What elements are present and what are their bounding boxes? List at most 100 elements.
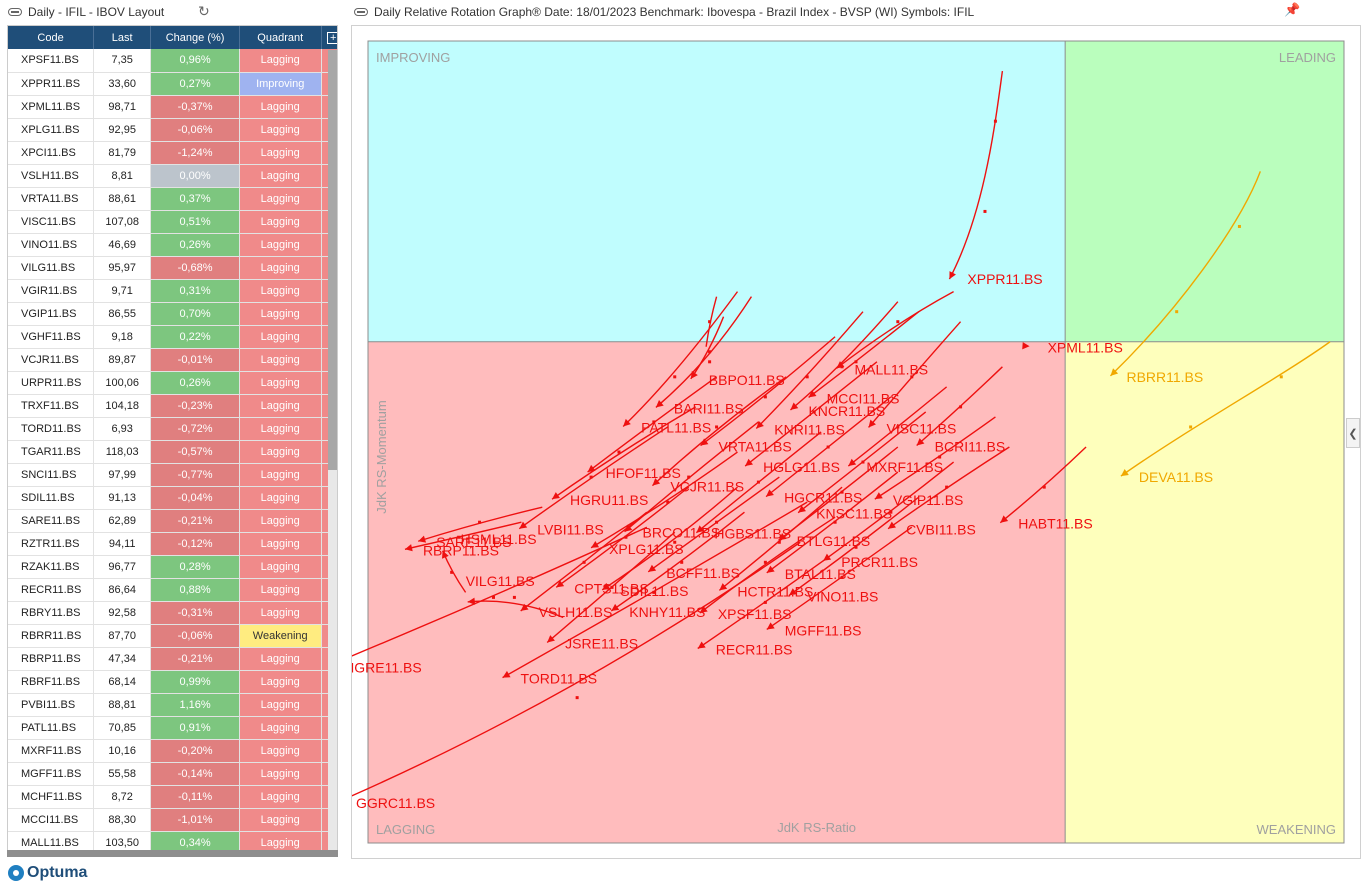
- series-hgru11-bs[interactable]: HGRU11.BS: [551, 406, 697, 508]
- series-xppr11-bs[interactable]: XPPR11.BS: [948, 70, 1043, 287]
- add-column-button[interactable]: +: [321, 26, 337, 49]
- table-row[interactable]: TGAR11.BS 118,03 -0,57% Lagging: [8, 440, 337, 464]
- series-vcjr11-bs[interactable]: VCJR11.BS: [651, 376, 787, 495]
- series-rbrr11-bs[interactable]: RBRR11.BS: [1109, 171, 1261, 385]
- series-hsml11-bs[interactable]: HSML11.BS: [441, 531, 537, 593]
- collapse-panel-button[interactable]: ❮: [1346, 418, 1360, 448]
- y-axis-label: JdK RS-Momentum: [374, 400, 389, 513]
- grid-horizontal-scrollbar[interactable]: [7, 850, 338, 857]
- table-row[interactable]: MXRF11.BS 10,16 -0,20% Lagging: [8, 739, 337, 763]
- series-bbpo11-bs[interactable]: BBPO11.BS: [690, 316, 785, 388]
- series-bcff11-bs[interactable]: BCFF11.BS: [647, 476, 780, 581]
- table-row[interactable]: SDIL11.BS 91,13 -0,04% Lagging: [8, 486, 337, 510]
- table-row[interactable]: VINO11.BS 46,69 0,26% Lagging: [8, 233, 337, 257]
- series-deva11-bs[interactable]: DEVA11.BS: [1120, 341, 1331, 485]
- table-row[interactable]: PVBI11.BS 88,81 1,16% Lagging: [8, 693, 337, 717]
- table-row[interactable]: VGIR11.BS 9,71 0,31% Lagging: [8, 279, 337, 303]
- tail-point: [1279, 375, 1283, 379]
- table-row[interactable]: RBRY11.BS 92,58 -0,31% Lagging: [8, 601, 337, 625]
- table-row[interactable]: TORD11.BS 6,93 -0,72% Lagging: [8, 417, 337, 441]
- tail-point: [805, 375, 809, 379]
- series-knhy11-bs[interactable]: KNHY11.BS: [610, 511, 745, 620]
- series-xplg11-bs[interactable]: XPLG11.BS: [590, 451, 738, 557]
- refresh-icon[interactable]: ↻: [198, 3, 210, 19]
- table-row[interactable]: XPML11.BS 98,71 -0,37% Lagging: [8, 95, 337, 119]
- series-arrowhead: [916, 438, 925, 446]
- series-cvbi11-bs[interactable]: CVBI11.BS: [887, 446, 1010, 538]
- series-recr11-bs[interactable]: RECR11.BS: [697, 556, 829, 658]
- table-row[interactable]: MCCI11.BS 88,30 -1,01% Lagging: [8, 808, 337, 832]
- series-arrowhead: [648, 564, 657, 572]
- series-rbrp11-bs[interactable]: RBRP11.BS: [404, 521, 522, 558]
- series-jsre11-bs[interactable]: JSRE11.BS: [546, 531, 676, 652]
- tail-point: [826, 445, 830, 449]
- table-row[interactable]: SNCI11.BS 97,99 -0,77% Lagging: [8, 463, 337, 487]
- panel-splitter[interactable]: [340, 0, 346, 887]
- pin-icon[interactable]: 📌: [1284, 2, 1301, 17]
- grid-vertical-scrollbar[interactable]: [328, 50, 337, 854]
- cell-change: 0,91%: [150, 716, 240, 740]
- table-row[interactable]: TRXF11.BS 104,18 -0,23% Lagging: [8, 394, 337, 418]
- series-btal11-bs[interactable]: BTAL11.BS: [766, 471, 899, 582]
- table-row[interactable]: MALL11.BS 103,50 0,34% Lagging: [8, 831, 337, 855]
- series-bcri11-bs[interactable]: BCRI11.BS: [916, 366, 1006, 455]
- series-xpml11-bs[interactable]: XPML11.BS: [705, 296, 1123, 356]
- table-row[interactable]: RECR11.BS 86,64 0,88% Lagging: [8, 578, 337, 602]
- series-habt11-bs[interactable]: HABT11.BS: [999, 446, 1093, 532]
- table-row[interactable]: VILG11.BS 95,97 -0,68% Lagging: [8, 256, 337, 280]
- series-visc11-bs[interactable]: VISC11.BS: [868, 321, 962, 437]
- table-row[interactable]: RZTR11.BS 94,11 -0,12% Lagging: [8, 532, 337, 556]
- table-row[interactable]: VSLH11.BS 8,81 0,00% Lagging: [8, 164, 337, 188]
- column-header-last[interactable]: Last: [93, 26, 152, 49]
- table-header-row: Code Last Change (%) Quadrant +: [8, 26, 337, 49]
- table-row[interactable]: SARE11.BS 62,89 -0,21% Lagging: [8, 509, 337, 533]
- series-lvbi11-bs[interactable]: LVBI11.BS: [518, 426, 669, 538]
- table-row[interactable]: XPLG11.BS 92,95 -0,06% Lagging: [8, 118, 337, 142]
- table-row[interactable]: XPCI11.BS 81,79 -1,24% Lagging: [8, 141, 337, 165]
- tail-point: [708, 350, 712, 354]
- grid-scroll-thumb[interactable]: [328, 50, 337, 470]
- series-patl11-bs[interactable]: PATL11.BS: [622, 291, 739, 436]
- rrg-chart: IMPROVING LEADING LAGGING WEAKENING JdK RS-R…: [325, 25, 1361, 859]
- table-row[interactable]: XPSF11.BS 7,35 0,96% Lagging: [8, 49, 337, 73]
- series-bari11-bs[interactable]: BARI11.BS: [655, 296, 753, 417]
- series-kncr11-bs[interactable]: KNCR11.BS: [790, 301, 899, 419]
- series-prcr11-bs[interactable]: PRCR11.BS: [822, 461, 955, 570]
- series-arrowhead: [467, 597, 476, 605]
- cell-code: XPSF11.BS: [8, 49, 95, 73]
- cell-last: 104,18: [93, 394, 152, 418]
- cell-last: 97,99: [93, 463, 152, 487]
- cell-change: -0,11%: [150, 785, 240, 809]
- series-mxrf11-bs[interactable]: MXRF11.BS: [847, 386, 948, 475]
- table-row[interactable]: RBRP11.BS 47,34 -0,21% Lagging: [8, 647, 337, 671]
- series-hctr11-bs[interactable]: HCTR11.BS: [718, 486, 843, 599]
- table-row[interactable]: VISC11.BS 107,08 0,51% Lagging: [8, 210, 337, 234]
- series-hgcr11-bs[interactable]: HGCR11.BS: [765, 396, 892, 506]
- series-vrta11-bs[interactable]: VRTA11.BS: [700, 336, 836, 455]
- series-knri11-bs[interactable]: KNRI11.BS: [755, 311, 864, 438]
- column-header-change[interactable]: Change (%): [150, 26, 240, 49]
- series-vslh11-bs[interactable]: VSLH11.BS: [520, 511, 648, 620]
- table-row[interactable]: PATL11.BS 70,85 0,91% Lagging: [8, 716, 337, 740]
- series-vino11-bs[interactable]: VINO11.BS: [788, 496, 920, 604]
- table-row[interactable]: MCHF11.BS 8,72 -0,11% Lagging: [8, 785, 337, 809]
- table-row[interactable]: URPR11.BS 100,06 0,26% Lagging: [8, 371, 337, 395]
- series-mgff11-bs[interactable]: MGFF11.BS: [766, 526, 913, 638]
- table-row[interactable]: RBRR11.BS 87,70 -0,06% Weakening: [8, 624, 337, 648]
- table-row[interactable]: MGFF11.BS 55,58 -0,14% Lagging: [8, 762, 337, 786]
- series-arrowhead: [696, 525, 705, 533]
- table-row[interactable]: VGIP11.BS 86,55 0,70% Lagging: [8, 302, 337, 326]
- table-row[interactable]: XPPR11.BS 33,60 0,27% Improving: [8, 72, 337, 96]
- table-row[interactable]: VRTA11.BS 88,61 0,37% Lagging: [8, 187, 337, 211]
- table-row[interactable]: VCJR11.BS 89,87 -0,01% Lagging: [8, 348, 337, 372]
- table-row[interactable]: VGHF11.BS 9,18 0,22% Lagging: [8, 325, 337, 349]
- column-header-quadrant[interactable]: Quadrant: [239, 26, 322, 49]
- cell-quadrant: Lagging: [239, 808, 322, 832]
- tail-point: [715, 520, 719, 524]
- table-row[interactable]: RBRF11.BS 68,14 0,99% Lagging: [8, 670, 337, 694]
- column-header-code[interactable]: Code: [8, 26, 95, 49]
- series-xpsf11-bs[interactable]: XPSF11.BS: [699, 516, 836, 622]
- rrg-chart-svg[interactable]: IMPROVING LEADING LAGGING WEAKENING JdK RS-R…: [325, 26, 1360, 858]
- series-mcci11-bs[interactable]: MCCI11.BS: [808, 311, 920, 407]
- table-row[interactable]: RZAK11.BS 96,77 0,28% Lagging: [8, 555, 337, 579]
